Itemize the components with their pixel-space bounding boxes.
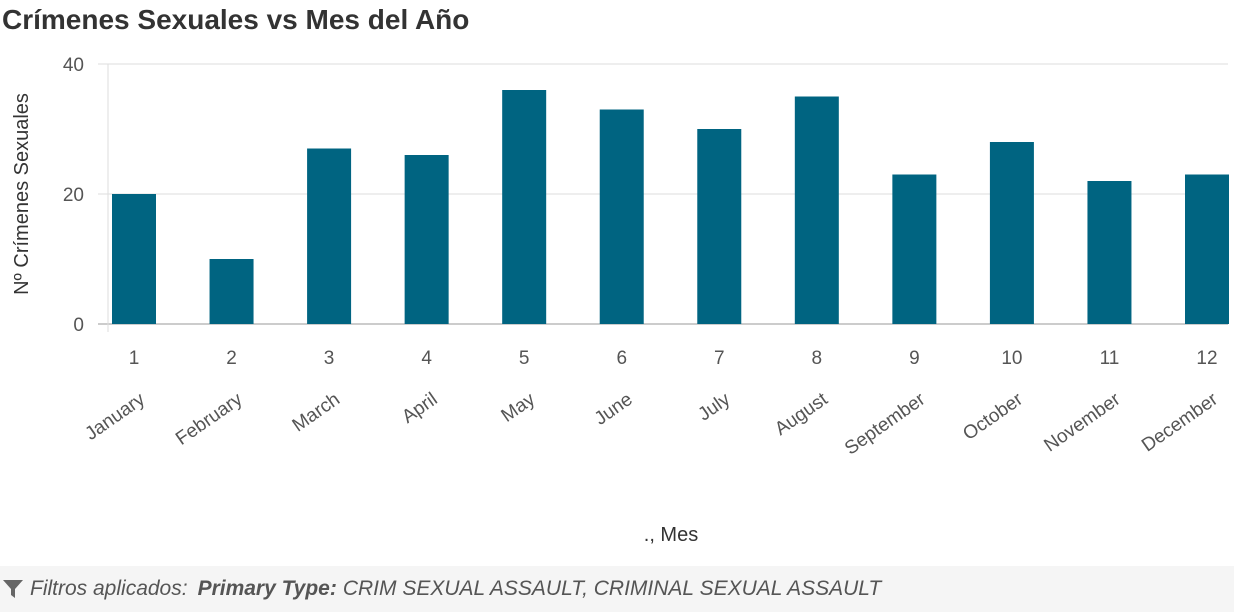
x-category-name: November	[1040, 389, 1124, 457]
filters-label: Filtros aplicados:	[30, 577, 188, 600]
x-tick-label: 7	[714, 348, 725, 369]
x-tick-label: 10	[1001, 348, 1022, 369]
x-tick-label: 5	[519, 348, 530, 369]
filter-icon	[3, 580, 23, 598]
filter-values: CRIM SEXUAL ASSAULT, CRIMINAL SEXUAL ASS…	[342, 577, 882, 600]
y-tick-label: 40	[63, 55, 84, 76]
x-axis-title: ., Mes	[644, 524, 698, 546]
x-category-name: December	[1138, 389, 1222, 457]
x-category-name: June	[591, 389, 637, 430]
x-category-name: January	[81, 389, 149, 445]
y-tick-label: 0	[73, 315, 84, 336]
bar-10	[989, 142, 1034, 324]
x-category-name: April	[398, 389, 441, 428]
y-tick-label: 20	[63, 185, 84, 206]
bar-1	[112, 194, 156, 324]
filter-key: Primary Type:	[197, 577, 337, 600]
chart-title: Crímenes Sexuales vs Mes del Año	[2, 4, 470, 35]
bar-5	[502, 90, 547, 324]
x-tick-label: 1	[129, 348, 140, 369]
x-tick-label: 6	[616, 348, 627, 369]
grid-lines	[98, 63, 1228, 332]
bar-6	[599, 109, 644, 324]
bar-9	[892, 174, 937, 324]
x-tick-label: 4	[421, 348, 432, 369]
bar-7	[697, 129, 742, 324]
bar-2	[209, 259, 254, 324]
applied-filters-bar: Filtros aplicados: Primary Type: CRIM SE…	[0, 566, 1234, 612]
x-category-name: September	[841, 389, 930, 460]
x-tick-label: 3	[324, 348, 335, 369]
x-tick-labels: 1 2 3 4 5 6 7 8 9 10 11 12	[129, 348, 1218, 369]
bar-8	[794, 96, 839, 324]
bar-4	[404, 155, 449, 324]
x-tick-label: 11	[1100, 348, 1120, 369]
x-tick-label: 8	[812, 348, 823, 369]
y-axis-title: Nº Crímenes Sexuales	[11, 93, 33, 295]
bars	[112, 90, 1229, 324]
bar-11	[1087, 181, 1132, 324]
x-tick-label: 2	[226, 348, 237, 369]
bar-12	[1185, 174, 1229, 324]
y-tick-labels: 0 20 40	[63, 55, 84, 336]
x-category-name: May	[498, 389, 540, 427]
x-category-name: October	[959, 389, 1027, 445]
bar-3	[307, 148, 352, 324]
x-category-name: March	[289, 389, 344, 436]
x-tick-label: 9	[909, 348, 920, 369]
x-category-name: July	[694, 389, 734, 426]
x-category-names: January February March April May June July Augu…	[81, 388, 1222, 459]
x-category-name: August	[771, 388, 832, 440]
x-category-name: February	[172, 389, 247, 450]
x-tick-label: 12	[1196, 348, 1217, 369]
